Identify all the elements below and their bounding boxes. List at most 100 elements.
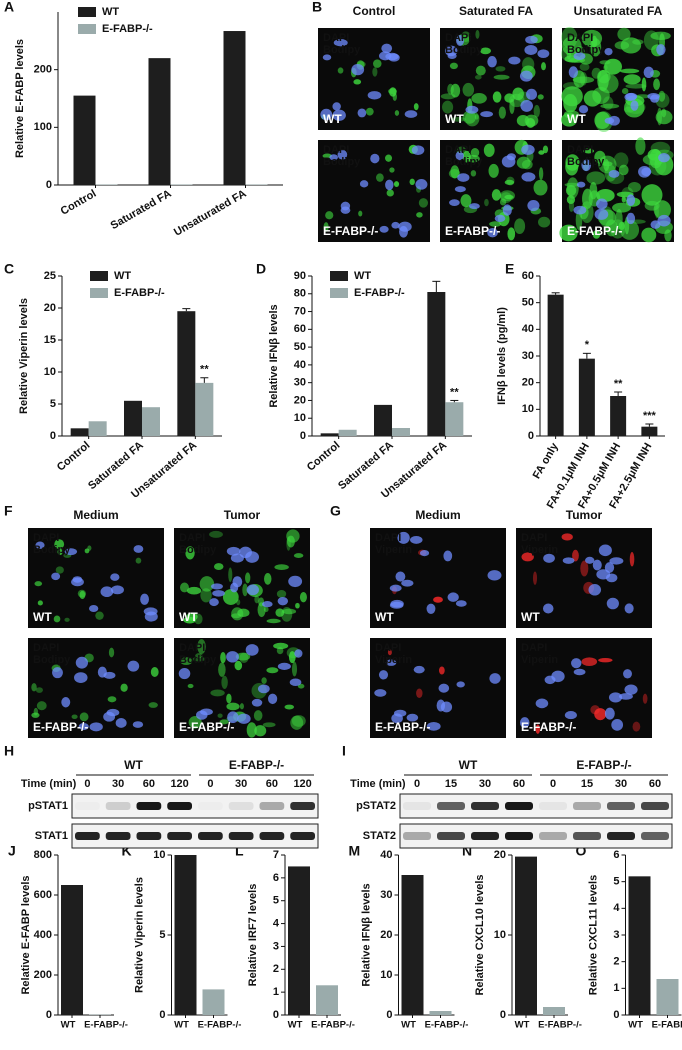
nucleus	[178, 668, 191, 680]
cell-signal	[462, 82, 475, 97]
x-tick-label: E-FABP-/-	[84, 1020, 128, 1031]
time-point: 60	[143, 778, 155, 790]
nucleus	[638, 165, 651, 178]
cell-signal	[562, 36, 582, 56]
y-axis-label: Relative Viperin levels	[133, 877, 145, 993]
nucleus	[337, 149, 348, 160]
cell-signal	[266, 667, 279, 674]
group-label: E-FABP-/-	[576, 758, 631, 772]
cell-signal	[245, 572, 251, 584]
stain-label: DAPI	[375, 642, 401, 654]
nucleus	[568, 66, 578, 78]
x-tick-label: E-FABP-/-	[538, 1020, 582, 1031]
nucleus	[74, 672, 88, 683]
cell-signal	[474, 114, 479, 120]
cell-signal	[323, 222, 329, 232]
cell-signal	[418, 198, 429, 208]
nucleus	[381, 43, 393, 54]
nucleus	[257, 684, 270, 694]
cell-signal	[276, 646, 284, 655]
nucleus	[379, 225, 389, 233]
cell-signal	[479, 47, 492, 55]
band	[198, 802, 223, 810]
stain-label: DAPI	[375, 532, 401, 544]
nucleus	[551, 670, 565, 683]
bar	[316, 985, 338, 1015]
genotype-label: E-FABP-/-	[567, 224, 622, 238]
genotype-label: E-FABP-/-	[521, 720, 576, 734]
cell-signal	[484, 198, 489, 207]
nucleus	[573, 205, 587, 215]
cell-signal	[209, 530, 223, 538]
y-tick-label: 40	[380, 849, 392, 861]
cell-signal	[582, 188, 593, 209]
cell-signal	[275, 608, 285, 617]
nucleus	[604, 47, 613, 56]
nucleus	[562, 557, 575, 564]
band	[198, 832, 223, 840]
nucleus	[294, 649, 303, 658]
bar	[202, 989, 225, 1015]
legend-swatch	[78, 24, 96, 34]
cell-signal	[632, 721, 641, 732]
nucleus	[370, 153, 380, 164]
genotype-label: WT	[521, 610, 540, 624]
nucleus	[623, 669, 632, 679]
cell-signal	[148, 702, 158, 708]
nucleus	[391, 221, 400, 229]
nucleus	[419, 549, 430, 557]
cell-signal	[84, 548, 90, 554]
nucleus	[389, 584, 402, 592]
cell-signal	[234, 660, 243, 671]
cell-signal	[79, 590, 86, 600]
cell-signal	[635, 137, 646, 155]
genotype-label: WT	[33, 610, 52, 624]
cell-signal	[274, 564, 289, 570]
cell-signal	[538, 150, 545, 155]
band	[290, 802, 315, 810]
y-tick-label: 80	[294, 288, 306, 300]
cell-signal	[290, 715, 304, 730]
y-tick-label: 10	[44, 366, 56, 378]
bar	[543, 1007, 565, 1015]
nucleus	[657, 214, 671, 227]
significance: **	[450, 386, 459, 398]
cell-signal	[284, 704, 294, 710]
panel-letter: L	[235, 843, 244, 859]
nucleus	[246, 584, 259, 596]
cell-signal	[620, 37, 642, 54]
band	[573, 832, 601, 840]
cell-signal	[613, 152, 629, 168]
nucleus	[447, 52, 457, 60]
cell-signal	[273, 642, 289, 650]
cell-signal	[597, 69, 609, 92]
cell-signal	[54, 539, 65, 550]
genotype-label: E-FABP-/-	[33, 720, 88, 734]
stain-label: Viperin	[375, 544, 412, 556]
cell-signal	[235, 652, 251, 661]
nucleus	[97, 666, 107, 678]
y-tick-label: 7	[273, 849, 279, 861]
cell-signal	[475, 29, 480, 39]
time-point: 0	[84, 778, 90, 790]
column-header: Tumor	[566, 508, 603, 522]
cell-signal	[231, 607, 244, 621]
cell-signal	[533, 104, 540, 118]
nucleus	[71, 577, 84, 587]
cell-signal	[512, 87, 524, 101]
nucleus	[61, 697, 71, 708]
nucleus	[443, 550, 453, 562]
cell-signal	[197, 639, 206, 655]
band	[228, 802, 254, 810]
cell-signal	[565, 158, 579, 176]
blot-strip	[71, 793, 319, 819]
genotype-label: E-FABP-/-	[323, 224, 378, 238]
bar	[392, 428, 410, 436]
nucleus	[262, 601, 273, 608]
y-tick-label: 20	[494, 849, 506, 861]
cell-signal	[186, 586, 202, 595]
cell-signal	[393, 181, 400, 187]
cell-signal	[263, 606, 269, 613]
nucleus	[508, 56, 521, 65]
cell-signal	[644, 200, 660, 211]
